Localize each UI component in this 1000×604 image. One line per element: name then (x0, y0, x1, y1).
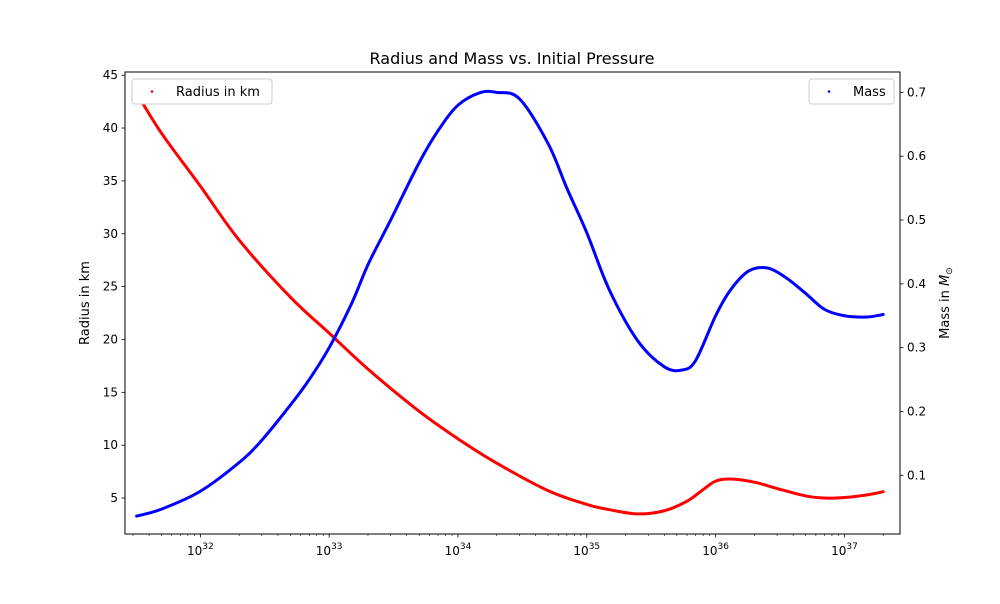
x-tick-label-base: 10 (445, 544, 460, 558)
legend-radius-label: Radius in km (176, 85, 260, 100)
left-y-tick-label: 25 (103, 280, 118, 294)
radius-series-line (135, 91, 885, 516)
right-y-tick-label: 0.5 (907, 213, 926, 227)
right-y-axis: 0.1 0.2 0.3 0.4 0.5 0.6 0.7 (900, 85, 926, 482)
x-tick-label-base: 10 (702, 544, 717, 558)
right-y-axis-label-sub: ⊙ (945, 267, 955, 275)
x-tick-label-exponent: 33 (331, 542, 342, 552)
legend-mass-box (808, 78, 895, 105)
x-tick-label-exponent: 34 (460, 542, 472, 552)
legend-radius-box (131, 78, 273, 105)
right-y-axis-label-symbol: M (938, 275, 953, 286)
right-y-tick-label: 0.2 (907, 404, 926, 418)
right-y-tick-label: 0.1 (907, 468, 926, 482)
left-y-axis-label: Radius in km (78, 261, 93, 345)
axes-frame (124, 71, 901, 535)
legend-radius: Radius in km (131, 78, 273, 105)
right-y-tick-label: 0.4 (907, 277, 926, 291)
left-y-tick-label: 5 (110, 491, 118, 505)
legend-mass-marker (827, 90, 831, 93)
x-tick-label: 1034 (445, 542, 472, 558)
x-tick-label-base: 10 (316, 544, 331, 558)
plot-area (135, 89, 885, 518)
x-tick-label: 1032 (187, 542, 214, 558)
right-y-tick-label: 0.6 (907, 149, 926, 163)
legend-mass-label: Mass (853, 85, 886, 100)
right-y-axis-label-main: Mass in (938, 286, 953, 339)
left-y-tick-label: 45 (103, 68, 118, 82)
left-y-tick-label: 35 (103, 174, 118, 188)
x-tick-label: 1035 (573, 542, 600, 558)
left-y-tick-label: 30 (103, 227, 118, 241)
x-tick-label-base: 10 (831, 544, 846, 558)
x-tick-label-exponent: 36 (718, 542, 730, 552)
legend-mass: Mass (808, 78, 895, 105)
right-y-tick-label: 0.3 (907, 341, 926, 355)
x-tick-label-exponent: 37 (846, 542, 857, 552)
left-y-tick-label: 20 (103, 332, 118, 346)
x-tick-label-base: 10 (187, 544, 202, 558)
left-y-tick-label: 15 (103, 385, 118, 399)
x-tick-label: 1037 (831, 542, 858, 558)
legend-radius-marker (150, 90, 154, 93)
right-y-axis-label: Mass in M⊙ (938, 267, 955, 339)
left-y-tick-label: 10 (103, 438, 118, 452)
right-y-tick-label: 0.7 (907, 85, 926, 99)
x-tick-label: 1036 (702, 542, 729, 558)
x-tick-label-exponent: 32 (202, 542, 213, 552)
x-tick-label-exponent: 35 (589, 542, 600, 552)
left-y-axis: 5 10 15 20 25 30 35 40 45 (103, 68, 125, 505)
x-tick-label: 1033 (316, 542, 343, 558)
x-axis: 1032 1033 1034 1035 1036 1037 (132, 534, 884, 558)
mass-series-line (135, 89, 885, 518)
left-y-tick-label: 40 (103, 121, 118, 135)
x-tick-label-base: 10 (573, 544, 588, 558)
chart-title: Radius and Mass vs. Initial Pressure (370, 49, 655, 68)
